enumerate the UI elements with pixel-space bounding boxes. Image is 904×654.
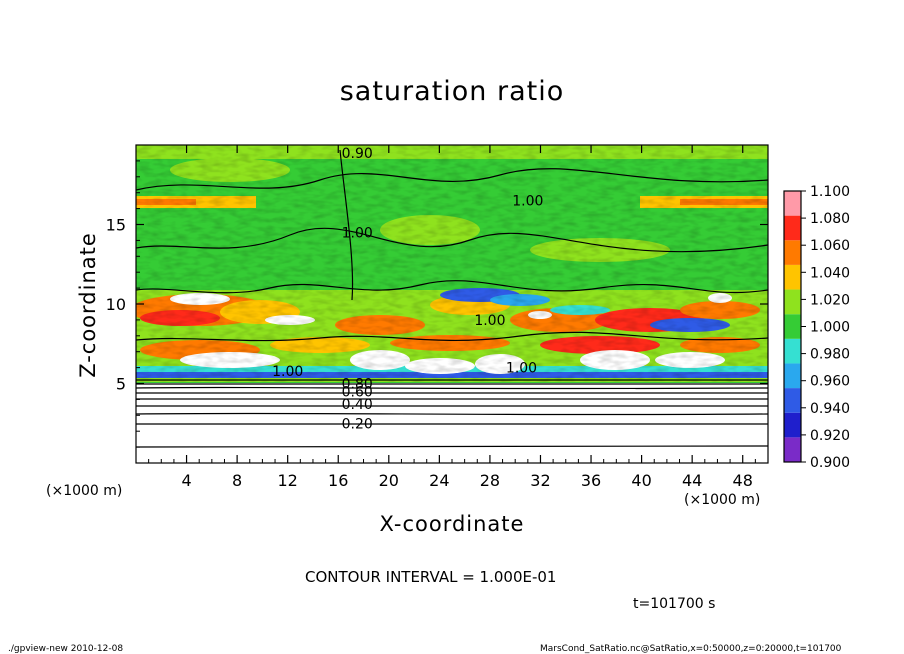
chart-title: saturation ratio [339, 76, 565, 107]
contour-label: 0.40 [342, 397, 373, 413]
colorbar-swatch [784, 215, 801, 241]
x-tick-label: 32 [530, 471, 550, 490]
colorbar-swatch [784, 191, 801, 216]
y-tick-label: 5 [116, 375, 126, 394]
contour-labels: 0.20 0.400.600.80 1.00 1.00 1.00 1.00 1.00 0.90 [272, 146, 543, 432]
contour-label: 0.80 [342, 377, 373, 393]
colorbar-swatch [784, 314, 801, 339]
x-tick-label: 24 [429, 471, 449, 490]
colorbar-swatch [784, 363, 801, 389]
colorbar-swatch [784, 338, 801, 364]
x-tick-label: 20 [379, 471, 399, 490]
colorbar-label: 1.020 [810, 292, 850, 308]
x-axis-unit-right: (×1000 m) [684, 492, 761, 508]
x-tick-label: 44 [682, 471, 702, 490]
x-tick-label: 8 [232, 471, 242, 490]
colorbar-swatch [784, 264, 801, 290]
footer-left-text: ./gpview-new 2010-12-08 [8, 644, 124, 654]
x-tick-label: 16 [328, 471, 348, 490]
colorbar-swatch [784, 388, 801, 413]
contour-label: 1.00 [272, 364, 303, 380]
colorbar-swatch [784, 289, 801, 315]
contour-label: 1.00 [342, 225, 373, 241]
colorbar-label: 1.080 [810, 211, 850, 227]
colorbar-swatch [784, 437, 801, 462]
colorbar-label: 1.040 [810, 265, 850, 281]
contour-label: 1.00 [512, 194, 543, 210]
colorbar-label: 0.920 [810, 428, 850, 444]
contour-label: 0.20 [342, 416, 373, 432]
contour-label: 0.90 [342, 146, 373, 162]
contour-lines [136, 149, 768, 448]
saturation-field [136, 145, 768, 383]
colorbar-label: 1.060 [810, 238, 850, 254]
colorbar-label: 0.980 [810, 347, 850, 363]
x-axis-ticks: 4 8 12 16 20 24 28 32 36 40 44 48 [148, 145, 756, 490]
x-tick-label: 40 [631, 471, 651, 490]
footer-right-text: MarsCond_SatRatio.nc@SatRatio,x=0:50000,… [540, 644, 842, 654]
x-tick-label: 4 [181, 471, 191, 490]
y-tick-label: 15 [106, 216, 126, 235]
x-tick-label: 48 [733, 471, 753, 490]
colorbar-swatch [784, 240, 801, 265]
contour-label: 1.00 [506, 361, 537, 377]
colorbar-label: 0.940 [810, 401, 850, 417]
x-tick-label: 12 [278, 471, 298, 490]
y-axis-ticks: 5 10 15 [106, 160, 768, 448]
contour-label: 1.00 [474, 313, 505, 329]
contour-label: 0.60 [342, 384, 373, 400]
colorbar-label: 0.900 [810, 455, 850, 471]
contour-interval-label: CONTOUR INTERVAL = 1.000E-01 [305, 568, 557, 586]
y-axis-label: Z-coordinate [76, 232, 100, 378]
colorbar-label: 1.000 [810, 320, 850, 336]
colorbar-label: 0.960 [810, 374, 850, 390]
x-tick-label: 28 [480, 471, 500, 490]
x-tick-label: 36 [581, 471, 601, 490]
colorbar-label: 1.100 [810, 184, 850, 200]
colorbar: 0.900 0.920 0.940 0.960 0.980 1.000 1.020 1.040… [783, 184, 850, 471]
x-axis-label: X-coordinate [379, 512, 525, 536]
colorbar-swatch [784, 412, 801, 438]
x-axis-unit-left: (×1000 m) [46, 483, 123, 499]
y-tick-label: 10 [106, 295, 126, 314]
time-label: t=101700 s [633, 596, 716, 612]
plot-field [136, 145, 768, 463]
